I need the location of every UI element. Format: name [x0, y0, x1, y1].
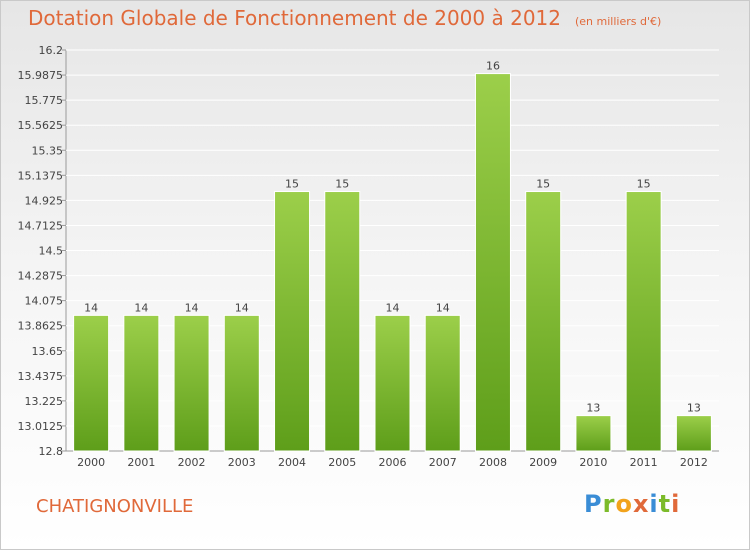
value-label: 13	[687, 402, 701, 415]
bar-2001[interactable]	[123, 314, 160, 452]
bar-2006[interactable]	[374, 314, 411, 452]
value-label: 14	[386, 301, 400, 314]
logo-letter: i	[671, 490, 681, 518]
bar-2009[interactable]	[525, 191, 562, 452]
x-tick-label: 2008	[479, 456, 507, 469]
y-tick-label: 14.075	[25, 295, 64, 308]
y-tick-label: 15.5625	[18, 119, 64, 132]
x-tick-label: 2005	[328, 456, 356, 469]
y-tick-label: 14.2875	[18, 270, 64, 283]
bar-2008[interactable]	[474, 73, 511, 452]
bar-2004[interactable]	[274, 191, 311, 452]
y-tick-label: 12.8	[39, 445, 64, 458]
y-tick-label: 13.4375	[18, 370, 64, 383]
value-label: 15	[335, 178, 349, 191]
value-label: 14	[436, 301, 450, 314]
bar-2000[interactable]	[73, 314, 110, 452]
value-label: 15	[637, 178, 651, 191]
x-tick-label: 2001	[127, 456, 155, 469]
bar-2011[interactable]	[625, 191, 662, 452]
value-label: 14	[134, 301, 148, 314]
x-tick-label: 2003	[228, 456, 256, 469]
bar-2010[interactable]	[575, 415, 612, 452]
logo-letter: o	[615, 490, 633, 518]
y-tick-label: 13.0125	[18, 420, 64, 433]
value-label: 16	[486, 60, 500, 73]
town-name: CHATIGNONVILLE	[36, 496, 194, 517]
y-tick-label: 14.7125	[18, 219, 64, 232]
chart-subtitle: (en milliers d'€)	[575, 15, 662, 28]
logo-letter: P	[584, 490, 603, 518]
y-tick-label: 14.5	[39, 245, 64, 258]
logo-letter: r	[602, 490, 616, 518]
value-label: 15	[536, 178, 550, 191]
y-tick-label: 16.2	[39, 44, 64, 57]
bar-2002[interactable]	[173, 314, 210, 452]
y-tick-label: 15.9875	[18, 69, 64, 82]
logo-letter: x	[632, 490, 650, 518]
x-tick-label: 2002	[178, 456, 206, 469]
y-tick-label: 14.925	[25, 194, 64, 207]
x-tick-label: 2010	[579, 456, 607, 469]
x-tick-label: 2009	[529, 456, 557, 469]
y-tick-label: 13.8625	[18, 320, 64, 333]
x-tick-label: 2007	[429, 456, 457, 469]
x-tick-label: 2011	[630, 456, 658, 469]
value-label: 14	[84, 301, 98, 314]
value-label: 14	[185, 301, 199, 314]
value-label: 13	[586, 402, 600, 415]
y-tick-label: 13.65	[32, 345, 64, 358]
bar-2007[interactable]	[424, 314, 461, 452]
y-tick-label: 13.225	[25, 395, 64, 408]
x-tick-label: 2006	[379, 456, 407, 469]
bar-2003[interactable]	[223, 314, 260, 452]
y-tick-label: 15.775	[25, 94, 64, 107]
y-tick-label: 15.35	[32, 144, 64, 157]
proxiti-logo[interactable]: Proxiti	[584, 490, 680, 518]
x-tick-label: 2000	[77, 456, 105, 469]
value-label: 15	[285, 178, 299, 191]
value-label: 14	[235, 301, 249, 314]
logo-letter: i	[649, 490, 659, 518]
bar-2005[interactable]	[324, 191, 361, 452]
y-tick-label: 15.1375	[18, 169, 64, 182]
bar-2012[interactable]	[675, 415, 712, 452]
x-tick-label: 2012	[680, 456, 708, 469]
x-tick-label: 2004	[278, 456, 306, 469]
logo-letter: t	[658, 490, 672, 518]
chart-title: Dotation Globale de Fonctionnement de 20…	[28, 6, 662, 30]
